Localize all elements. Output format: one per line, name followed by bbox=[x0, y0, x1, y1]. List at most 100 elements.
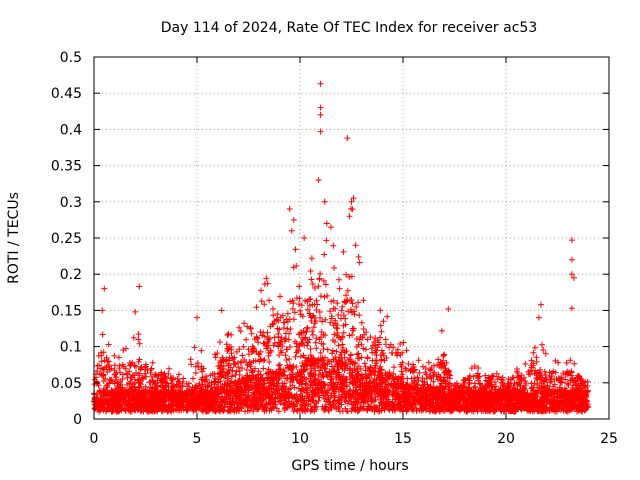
data-point bbox=[277, 338, 284, 345]
data-point bbox=[209, 370, 216, 377]
data-point bbox=[542, 350, 549, 357]
data-point bbox=[96, 389, 103, 396]
data-point bbox=[288, 367, 295, 374]
data-point bbox=[307, 403, 314, 410]
data-point bbox=[286, 343, 293, 350]
data-point bbox=[583, 392, 590, 399]
data-point bbox=[537, 371, 544, 378]
data-point bbox=[400, 339, 407, 346]
data-point bbox=[317, 293, 324, 300]
data-point bbox=[521, 399, 528, 406]
data-point bbox=[562, 376, 569, 383]
data-point bbox=[237, 328, 244, 335]
data-point bbox=[454, 390, 461, 397]
data-point bbox=[304, 298, 311, 305]
data-point bbox=[372, 342, 379, 349]
data-point bbox=[324, 292, 331, 299]
data-point bbox=[148, 365, 155, 372]
data-point bbox=[285, 336, 292, 343]
data-point bbox=[279, 343, 286, 350]
data-point bbox=[377, 363, 384, 370]
data-point bbox=[322, 362, 329, 369]
data-point bbox=[373, 360, 380, 367]
data-point bbox=[489, 372, 496, 379]
data-point bbox=[238, 365, 245, 372]
data-point bbox=[348, 273, 355, 280]
data-point bbox=[389, 406, 396, 413]
data-point bbox=[307, 296, 314, 303]
data-point bbox=[117, 369, 124, 376]
data-point bbox=[522, 378, 529, 385]
data-point bbox=[299, 401, 306, 408]
data-point bbox=[254, 335, 261, 342]
data-point bbox=[487, 376, 494, 383]
data-point bbox=[334, 329, 341, 336]
data-point bbox=[577, 380, 584, 387]
data-point bbox=[136, 340, 143, 347]
data-point bbox=[433, 395, 440, 402]
data-point bbox=[537, 400, 544, 407]
data-point bbox=[319, 372, 326, 379]
data-point bbox=[319, 318, 326, 325]
data-point bbox=[280, 401, 287, 408]
data-point bbox=[203, 373, 210, 380]
data-point bbox=[419, 375, 426, 382]
data-point bbox=[324, 382, 331, 389]
data-point bbox=[215, 406, 222, 413]
data-point bbox=[130, 334, 137, 341]
data-point bbox=[321, 364, 328, 371]
data-point bbox=[165, 370, 172, 377]
data-point bbox=[277, 293, 284, 300]
data-point bbox=[316, 367, 323, 374]
data-point bbox=[225, 330, 232, 337]
data-point bbox=[125, 407, 132, 414]
data-point bbox=[375, 339, 382, 346]
data-point bbox=[435, 356, 442, 363]
data-point bbox=[335, 357, 342, 364]
data-point bbox=[278, 334, 285, 341]
data-point bbox=[397, 340, 404, 347]
data-point bbox=[563, 408, 570, 415]
data-point bbox=[542, 389, 549, 396]
data-point bbox=[243, 366, 250, 373]
data-point bbox=[572, 378, 579, 385]
data-point bbox=[327, 319, 334, 326]
data-point bbox=[328, 376, 335, 383]
data-point bbox=[290, 408, 297, 415]
data-point bbox=[373, 347, 380, 354]
data-point bbox=[229, 406, 236, 413]
data-point bbox=[293, 363, 300, 370]
data-point bbox=[343, 298, 350, 305]
data-point bbox=[312, 404, 319, 411]
data-point bbox=[248, 359, 255, 366]
data-point bbox=[157, 397, 164, 404]
data-point bbox=[323, 237, 330, 244]
data-point bbox=[378, 379, 385, 386]
data-point bbox=[390, 393, 397, 400]
data-point bbox=[360, 297, 367, 304]
data-point bbox=[297, 307, 304, 314]
data-point bbox=[299, 313, 306, 320]
data-point bbox=[260, 340, 267, 347]
data-point bbox=[360, 325, 367, 332]
data-point bbox=[438, 327, 445, 334]
data-point bbox=[399, 359, 406, 366]
data-point bbox=[131, 379, 138, 386]
data-point bbox=[438, 361, 445, 368]
data-point bbox=[236, 371, 243, 378]
data-point bbox=[239, 377, 246, 384]
data-point bbox=[307, 371, 314, 378]
data-point bbox=[263, 343, 270, 350]
data-point bbox=[235, 393, 242, 400]
data-point bbox=[573, 385, 580, 392]
data-point bbox=[221, 389, 228, 396]
data-point bbox=[344, 400, 351, 407]
data-point bbox=[441, 351, 448, 358]
data-point bbox=[364, 355, 371, 362]
data-point bbox=[137, 380, 144, 387]
data-point bbox=[313, 335, 320, 342]
data-point bbox=[296, 283, 303, 290]
data-point bbox=[159, 384, 166, 391]
data-point bbox=[233, 381, 240, 388]
data-point bbox=[355, 341, 362, 348]
